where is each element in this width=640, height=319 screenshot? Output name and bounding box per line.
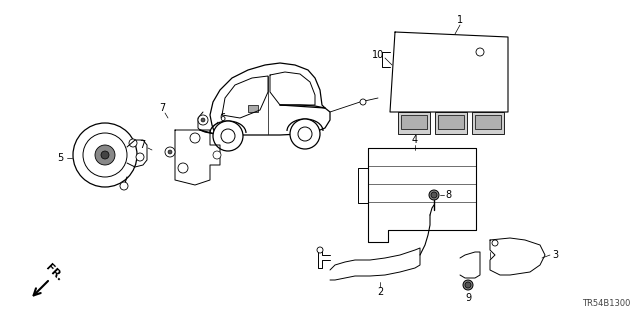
Text: 2: 2 <box>377 287 383 297</box>
Text: 9: 9 <box>465 293 471 303</box>
Circle shape <box>213 151 221 159</box>
Circle shape <box>463 280 473 290</box>
Circle shape <box>178 163 188 173</box>
Text: 10: 10 <box>372 50 384 60</box>
Circle shape <box>465 282 471 288</box>
Text: FR.: FR. <box>44 262 65 283</box>
Circle shape <box>201 118 205 122</box>
Text: 3: 3 <box>552 250 558 260</box>
Text: TR54B1300: TR54B1300 <box>582 299 630 308</box>
Circle shape <box>198 115 208 125</box>
Circle shape <box>165 147 175 157</box>
Circle shape <box>298 127 312 141</box>
Circle shape <box>476 48 484 56</box>
Bar <box>472 112 504 134</box>
Text: 7: 7 <box>159 103 165 113</box>
Circle shape <box>213 121 243 151</box>
Text: 1: 1 <box>457 15 463 25</box>
Circle shape <box>360 99 366 105</box>
Bar <box>398 112 430 134</box>
Circle shape <box>73 123 137 187</box>
Circle shape <box>190 133 200 143</box>
Circle shape <box>317 247 323 253</box>
Circle shape <box>221 129 235 143</box>
Text: 5: 5 <box>57 153 63 163</box>
Circle shape <box>492 240 498 246</box>
Bar <box>248 105 258 112</box>
Circle shape <box>101 151 109 159</box>
Circle shape <box>120 182 128 190</box>
Text: 8: 8 <box>445 190 451 200</box>
Circle shape <box>431 192 437 198</box>
Circle shape <box>83 133 127 177</box>
Bar <box>438 115 464 129</box>
Circle shape <box>168 150 172 154</box>
Circle shape <box>95 145 115 165</box>
Text: 7: 7 <box>139 140 145 150</box>
Bar <box>435 112 467 134</box>
Text: 4: 4 <box>412 135 418 145</box>
Circle shape <box>429 190 439 200</box>
Circle shape <box>290 119 320 149</box>
Bar <box>401 115 427 129</box>
Circle shape <box>129 139 137 147</box>
Circle shape <box>136 153 144 161</box>
Bar <box>475 115 501 129</box>
Text: 6: 6 <box>219 113 225 123</box>
